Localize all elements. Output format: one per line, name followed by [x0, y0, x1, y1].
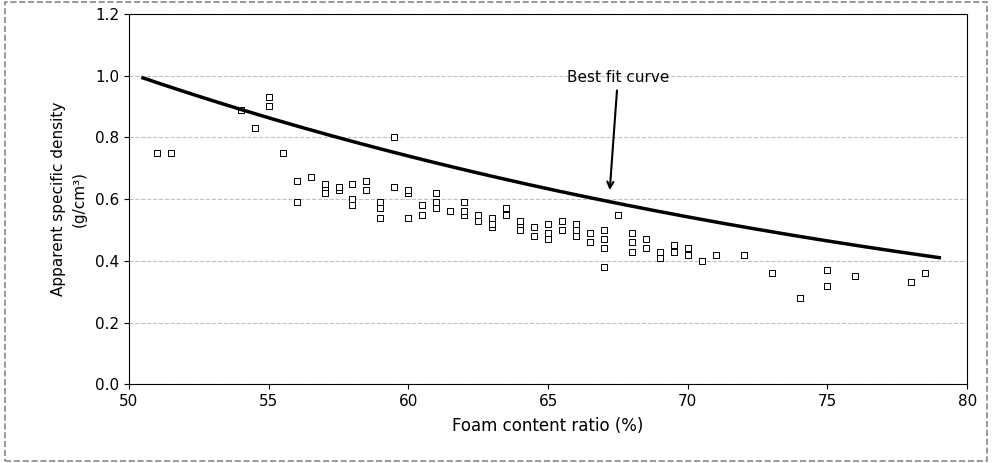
Point [568, 232, 584, 240]
Point [429, 199, 444, 206]
Point [582, 229, 598, 237]
Point [358, 177, 374, 184]
Point [149, 149, 165, 156]
Point [316, 180, 332, 188]
Point [512, 217, 528, 225]
Point [415, 201, 431, 209]
Point [387, 134, 403, 141]
Point [555, 217, 570, 225]
Point [401, 189, 417, 197]
Point [372, 205, 388, 212]
Point [596, 263, 612, 271]
Point [233, 106, 249, 113]
Point [330, 186, 346, 194]
Point [582, 238, 598, 246]
Point [442, 208, 458, 215]
Point [847, 273, 863, 280]
Text: Best fit curve: Best fit curve [566, 70, 670, 188]
Point [316, 183, 332, 190]
Point [540, 236, 556, 243]
Point [498, 211, 514, 218]
Point [680, 245, 695, 252]
Point [512, 220, 528, 227]
Point [680, 251, 695, 258]
Point [540, 220, 556, 227]
Point [707, 251, 723, 258]
Point [568, 226, 584, 234]
Point [792, 294, 807, 301]
Point [666, 242, 682, 249]
Point [261, 94, 277, 101]
Point [526, 232, 542, 240]
Point [918, 269, 933, 277]
Point [401, 186, 417, 194]
Point [652, 254, 668, 262]
Point [693, 257, 709, 264]
Point [401, 214, 417, 221]
Point [568, 220, 584, 227]
Point [624, 248, 640, 255]
Point [819, 266, 835, 274]
Point [540, 229, 556, 237]
Point [429, 189, 444, 197]
Point [610, 211, 626, 218]
Point [904, 279, 920, 286]
Point [512, 226, 528, 234]
Point [344, 201, 360, 209]
Point [484, 223, 500, 231]
Point [652, 248, 668, 255]
Point [484, 214, 500, 221]
Point [596, 226, 612, 234]
Point [624, 229, 640, 237]
Point [707, 251, 723, 258]
Point [330, 183, 346, 190]
Point [456, 199, 472, 206]
Point [344, 195, 360, 203]
Point [666, 248, 682, 255]
Point [638, 236, 654, 243]
Point [415, 211, 431, 218]
Point [819, 282, 835, 289]
Point [303, 174, 318, 181]
X-axis label: Foam content ratio (%): Foam content ratio (%) [452, 417, 644, 435]
Point [764, 269, 780, 277]
Point [429, 205, 444, 212]
Point [596, 236, 612, 243]
Point [247, 125, 263, 132]
Point [316, 189, 332, 197]
Point [555, 226, 570, 234]
Point [289, 177, 305, 184]
Y-axis label: Apparent specific density
(g/cm³): Apparent specific density (g/cm³) [51, 102, 86, 296]
Point [289, 199, 305, 206]
Point [736, 251, 752, 258]
Point [470, 217, 486, 225]
Point [275, 149, 291, 156]
Point [358, 186, 374, 194]
Point [484, 220, 500, 227]
Point [526, 223, 542, 231]
Point [372, 199, 388, 206]
Point [261, 103, 277, 110]
Point [624, 238, 640, 246]
Point [456, 208, 472, 215]
Point [498, 205, 514, 212]
Point [163, 149, 179, 156]
Point [456, 211, 472, 218]
Point [344, 180, 360, 188]
Point [372, 214, 388, 221]
Point [387, 183, 403, 190]
Point [470, 211, 486, 218]
Point [596, 245, 612, 252]
Point [638, 245, 654, 252]
Point [736, 251, 752, 258]
